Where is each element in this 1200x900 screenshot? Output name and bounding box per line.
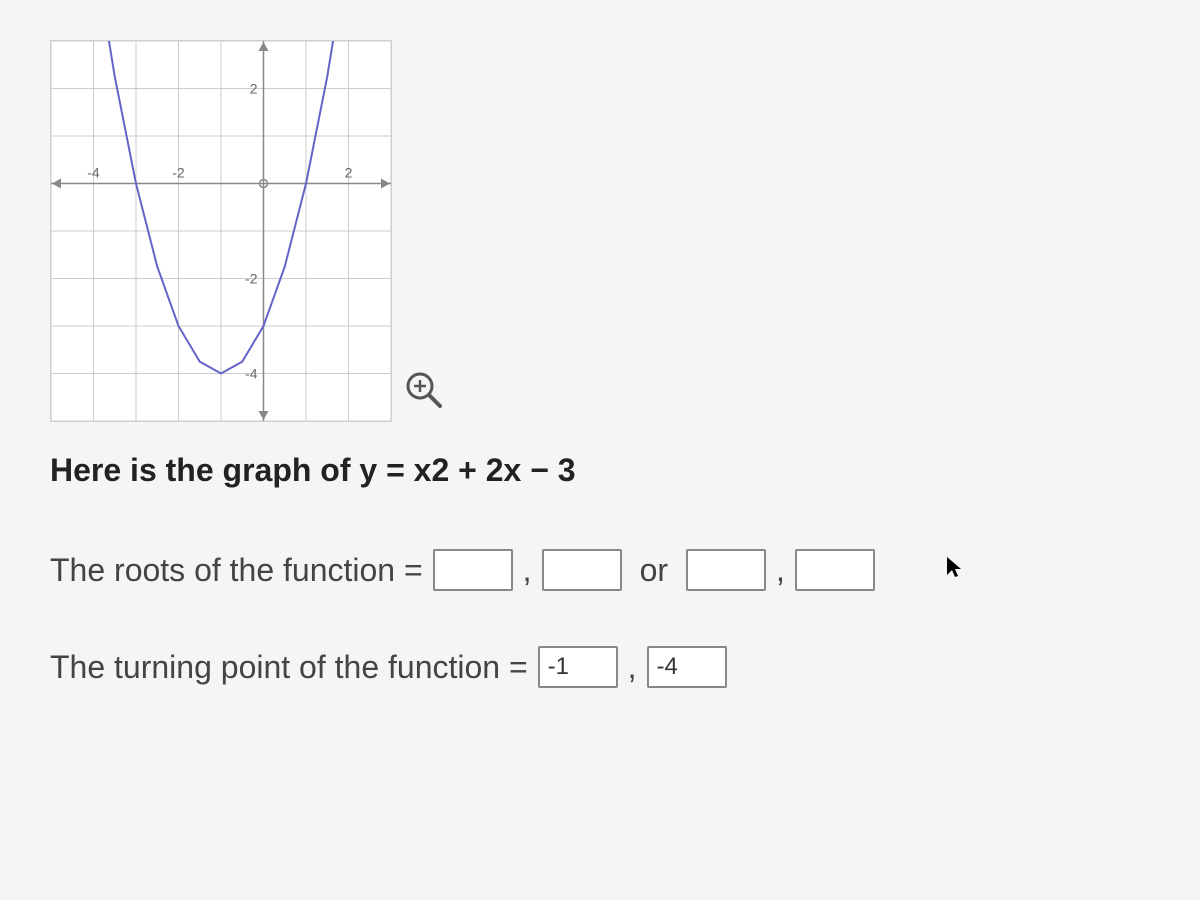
svg-text:-2: -2 (245, 271, 258, 287)
svg-text:2: 2 (250, 81, 258, 97)
root1-x-input[interactable] (433, 549, 513, 591)
turning-point-label: The turning point of the function = (50, 649, 528, 686)
root2-y-input[interactable] (795, 549, 875, 591)
root2-x-input[interactable] (686, 549, 766, 591)
turning-y-input[interactable] (647, 646, 727, 688)
graph-svg: -4 -2 2 2 -2 -4 (51, 41, 391, 421)
turning-x-input[interactable] (538, 646, 618, 688)
root1-y-input[interactable] (542, 549, 622, 591)
svg-text:-4: -4 (245, 366, 258, 382)
svg-text:-4: -4 (87, 165, 100, 181)
roots-label: The roots of the function = (50, 552, 423, 589)
comma-separator: , (628, 649, 637, 686)
svg-text:-2: -2 (172, 165, 185, 181)
parabola-graph: -4 -2 2 2 -2 -4 (50, 40, 392, 422)
turning-point-question-line: The turning point of the function = , (50, 646, 1150, 688)
svg-text:2: 2 (345, 165, 353, 181)
roots-question-line: The roots of the function = , or , (50, 549, 1150, 591)
or-text: or (640, 552, 668, 589)
comma-separator: , (776, 552, 785, 589)
question-title: Here is the graph of y = x2 + 2x − 3 (50, 452, 1150, 489)
cursor-icon (945, 555, 963, 585)
zoom-in-icon[interactable] (404, 370, 444, 418)
comma-separator: , (523, 552, 532, 589)
